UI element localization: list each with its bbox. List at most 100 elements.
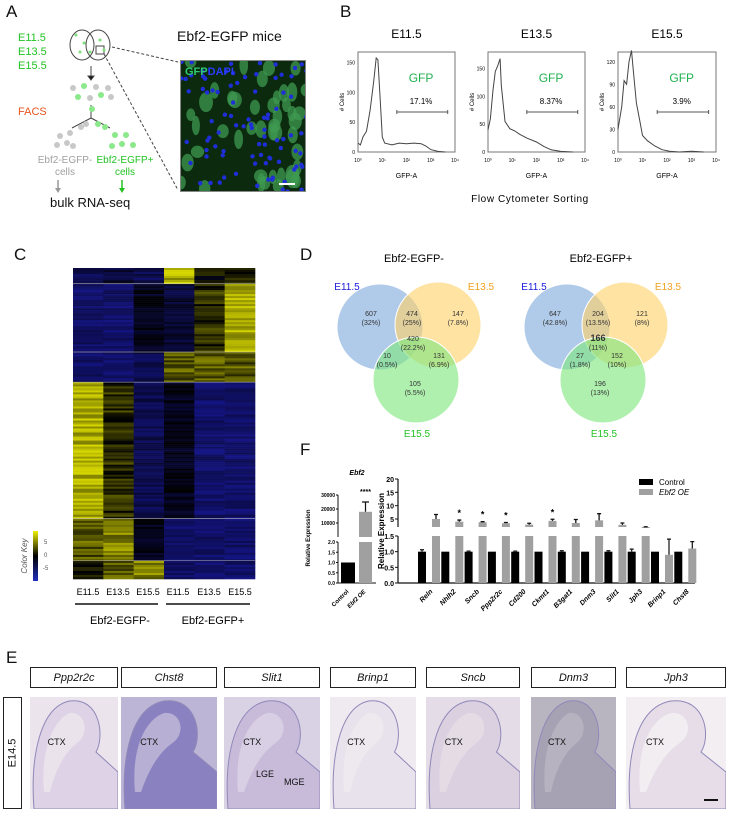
heatmap-cell: [224, 346, 256, 349]
heatmap-cell: [103, 372, 134, 375]
heatmap-cell: [224, 362, 256, 365]
x-tick: Ebf2 OE: [347, 588, 368, 609]
heatmap-cell: [224, 568, 256, 572]
heatmap-cell: [224, 480, 256, 483]
heatmap-cell: [164, 504, 195, 508]
heatmap-cell: [164, 426, 195, 429]
histogram-line: [487, 58, 573, 153]
heatmap-cell: [224, 494, 256, 498]
heatmap-cell: [164, 280, 195, 283]
heatmap-cell: [133, 528, 165, 532]
heatmap-cell: [194, 426, 225, 429]
heatmap-cell: [73, 492, 104, 496]
heatmap-cell: [164, 352, 195, 355]
x-tick: 10⁰: [484, 158, 492, 164]
heatmap-cell: [103, 274, 134, 277]
bar-ebf2-oe: [665, 554, 673, 583]
heatmap-cell: [103, 284, 134, 287]
region-label-ctx: CTX: [243, 737, 262, 747]
heatmap-cell: [224, 550, 256, 554]
heatmap-cell: [133, 448, 165, 451]
heatmap-cell: [133, 412, 165, 415]
heatmap-cell: [194, 478, 225, 481]
heatmap-cell: [103, 430, 134, 433]
heatmap-cell: [164, 564, 195, 568]
ish-section-image: CTX: [426, 697, 520, 809]
stage-list: E11.5 E13.5 E15.5: [18, 31, 47, 73]
heatmap-cell: [224, 484, 256, 488]
heatmap-cell: [224, 504, 256, 508]
heatmap-cell: [224, 562, 256, 566]
heatmap-cell: [133, 552, 165, 556]
heatmap-cell: [224, 482, 256, 485]
heatmap-cell: [224, 508, 256, 512]
heatmap-cell: [194, 360, 225, 363]
heatmap-cell: [224, 556, 256, 560]
heatmap-cell: [194, 430, 225, 433]
heatmap-cell: [103, 492, 134, 496]
heatmap-cell: [194, 560, 225, 564]
row-label-box: E14.5: [3, 697, 22, 809]
heatmap-cell: [224, 322, 256, 325]
heatmap-cell: [164, 324, 195, 327]
dapi-nucleus: [215, 89, 220, 95]
heatmap-cell: [224, 300, 256, 303]
heatmap-cell: [133, 338, 165, 341]
y-tick: 50: [349, 120, 355, 126]
heatmap-cell: [194, 338, 225, 341]
heatmap-cell: [224, 544, 256, 548]
heatmap-cell: [224, 350, 256, 353]
x-tick: Ppp2r2c: [480, 588, 505, 613]
heatmap-cell: [73, 460, 104, 463]
heatmap-cell: [103, 422, 134, 425]
gfp-cell: [181, 175, 186, 190]
region-label-ctx: CTX: [444, 737, 463, 747]
heatmap-cell: [194, 324, 225, 327]
heatmap-cell: [133, 386, 165, 389]
bar-ebf2-oe: [432, 519, 440, 527]
bar-ebf2-oe: [595, 520, 604, 527]
heatmap-cell: [224, 388, 256, 391]
heatmap-cell: [164, 470, 195, 473]
heatmap-cell: [194, 456, 225, 459]
bar-ebf2-oe: [641, 527, 650, 528]
heatmap-cell: [73, 534, 104, 538]
heatmap-cell: [194, 268, 225, 271]
heatmap-cell: [133, 518, 165, 522]
heatmap-cell: [164, 294, 195, 297]
heatmap-cell: [164, 376, 195, 379]
heatmap-cell: [164, 480, 195, 483]
ish-section-image: CTX: [531, 697, 616, 809]
heatmap-cell: [194, 538, 225, 542]
heatmap-cell: [103, 542, 134, 546]
heatmap-cell: [164, 348, 195, 351]
heatmap-cell: [224, 380, 256, 383]
heatmap-cell: [164, 296, 195, 299]
dapi-nucleus: [263, 161, 269, 166]
x-tick: Cd200: [508, 588, 528, 608]
heatmap-cell: [73, 420, 104, 423]
heatmap-cell: [133, 328, 165, 331]
heatmap-cell: [103, 426, 134, 429]
heatmap-cell: [133, 350, 165, 353]
heatmap-cell: [224, 514, 256, 518]
heatmap-cell: [133, 530, 165, 534]
heatmap-cell: [133, 560, 165, 564]
region-label-ctx: CTX: [548, 737, 566, 747]
heatmap-cell: [224, 276, 256, 279]
heatmap-cell: [164, 392, 195, 395]
heatmap-cell: [103, 448, 134, 451]
bar-ebf2-oe: [455, 536, 464, 583]
heatmap-cell: [73, 358, 104, 361]
error-bar: [362, 501, 369, 512]
heatmap-cell: [133, 510, 165, 514]
bar-control: [651, 551, 659, 583]
heatmap-cell: [73, 464, 104, 467]
heatmap-cell: [133, 492, 165, 496]
heatmap-cell: [133, 268, 165, 271]
mice-title: Ebf2-EGFP mice: [177, 28, 282, 44]
heatmap-cell: [103, 574, 134, 578]
brain-section: [123, 700, 217, 809]
heatmap-cell: [73, 478, 104, 481]
